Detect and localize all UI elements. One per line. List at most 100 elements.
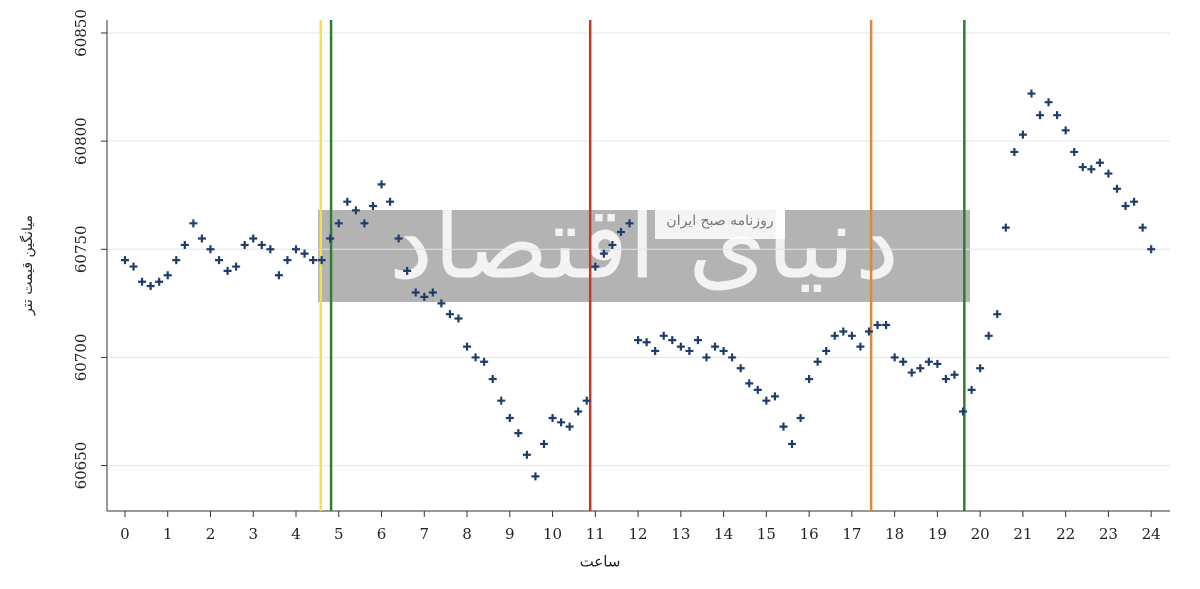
point [941, 375, 950, 384]
point [1027, 89, 1036, 98]
point [753, 385, 762, 394]
point [206, 245, 215, 254]
point [847, 331, 856, 340]
point [711, 342, 720, 351]
point [163, 271, 172, 280]
watermark-band [318, 210, 970, 302]
point [1104, 169, 1113, 178]
watermark-title: دنیای اقتصاد [389, 184, 900, 301]
point [309, 256, 318, 265]
x-tick-label: 7 [420, 525, 430, 543]
x-tick-label: 14 [714, 525, 733, 543]
point [1053, 111, 1062, 120]
x-tick-label: 23 [1099, 525, 1118, 543]
point [317, 256, 326, 265]
point [719, 346, 728, 355]
point [403, 266, 412, 275]
point [813, 357, 822, 366]
point [976, 364, 985, 373]
point [394, 234, 403, 243]
point [505, 413, 514, 422]
point [702, 353, 711, 362]
point [1036, 111, 1045, 120]
point [625, 219, 634, 228]
point [1087, 165, 1096, 174]
point [138, 277, 147, 286]
point [420, 292, 429, 301]
y-axis-label: میانگین قیمت تتر [19, 215, 36, 316]
watermark-subtitle: روزنامه صبح ایران [666, 213, 773, 229]
point [1112, 184, 1121, 193]
point [651, 346, 660, 355]
point [805, 375, 814, 384]
point [967, 385, 976, 394]
point [1070, 147, 1079, 156]
point [1147, 245, 1156, 254]
x-tick-label: 16 [800, 525, 819, 543]
point [890, 353, 899, 362]
point [950, 370, 959, 379]
point [377, 180, 386, 189]
point [864, 327, 873, 336]
point [993, 310, 1002, 319]
point [197, 234, 206, 243]
point [120, 256, 129, 265]
x-tick-label: 18 [885, 525, 904, 543]
point [591, 262, 600, 271]
point [1018, 130, 1027, 139]
x-tick-label: 2 [206, 525, 216, 543]
point [668, 336, 677, 345]
point [1095, 158, 1104, 167]
point [693, 336, 702, 345]
y-tick-label: 60800 [72, 117, 90, 165]
point [830, 331, 839, 340]
point [1138, 223, 1147, 232]
x-tick-label: 20 [971, 525, 990, 543]
point [146, 282, 155, 291]
point [839, 327, 848, 336]
point [180, 240, 189, 249]
y-tick-label: 60850 [72, 9, 90, 57]
x-tick-label: 11 [586, 525, 605, 543]
x-tick-label: 6 [377, 525, 387, 543]
point [933, 359, 942, 368]
x-tick-label: 3 [248, 525, 258, 543]
point [599, 249, 608, 258]
point [351, 206, 360, 215]
point [608, 240, 617, 249]
point [386, 197, 395, 206]
point [540, 439, 549, 448]
point [411, 288, 420, 297]
point [899, 357, 908, 366]
point [266, 245, 275, 254]
point [779, 422, 788, 431]
point [232, 262, 241, 271]
point [368, 202, 377, 211]
x-tick-label: 0 [120, 525, 130, 543]
point [770, 392, 779, 401]
point [582, 396, 591, 405]
point [634, 336, 643, 345]
point [522, 450, 531, 459]
point [822, 346, 831, 355]
y-tick-label: 60650 [72, 442, 90, 490]
x-tick-label: 9 [505, 525, 515, 543]
x-tick-label: 17 [842, 525, 861, 543]
point [249, 234, 258, 243]
point [548, 413, 557, 422]
point [531, 472, 540, 481]
x-tick-label: 5 [334, 525, 344, 543]
x-tick-label: 10 [543, 525, 562, 543]
point [463, 342, 472, 351]
point [497, 396, 506, 405]
y-tick-label: 60750 [72, 225, 90, 273]
point [1130, 197, 1139, 206]
point [274, 271, 283, 280]
x-tick-label: 22 [1056, 525, 1075, 543]
x-tick-label: 24 [1142, 525, 1161, 543]
x-tick-label: 4 [291, 525, 301, 543]
point [326, 234, 335, 243]
point [762, 396, 771, 405]
point [907, 368, 916, 377]
